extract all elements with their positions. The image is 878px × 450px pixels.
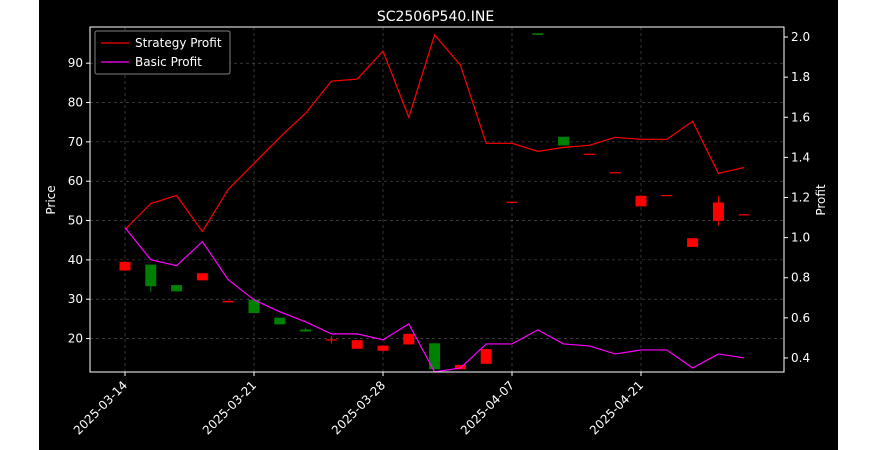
legend: Strategy Profit Basic Profit	[94, 30, 231, 75]
candle-body	[635, 195, 647, 207]
candle-body	[403, 333, 415, 345]
strategy-profit-line	[124, 33, 745, 233]
candle-body	[712, 202, 724, 221]
candle-body	[119, 261, 131, 271]
x-tick-label: 2025-04-21	[587, 378, 646, 437]
candle-body	[609, 172, 621, 174]
y-axis-left-label: Price	[44, 185, 58, 214]
y-tick-label-left: 70	[68, 135, 83, 149]
candle-body	[325, 339, 337, 341]
candle-body	[687, 238, 699, 247]
candle-body	[274, 317, 286, 325]
candle-body	[429, 343, 441, 370]
y-tick-label-right: 1.0	[791, 231, 810, 245]
candle-body	[506, 201, 518, 203]
y-tick-label-right: 0.8	[791, 271, 810, 285]
candle-body	[583, 153, 595, 155]
candle-body	[145, 264, 157, 287]
candle-body	[558, 136, 570, 146]
y-tick-label-left: 50	[68, 214, 83, 228]
x-tick-label: 2025-03-21	[200, 378, 259, 437]
candle-body	[377, 345, 389, 351]
legend-box	[94, 30, 231, 75]
candles	[119, 33, 750, 370]
candle-body	[196, 273, 208, 281]
candle-body	[480, 349, 492, 364]
candle-body	[661, 194, 673, 197]
y-tick-label-left: 60	[68, 174, 83, 188]
y-tick-label-right: 0.4	[791, 351, 810, 365]
candle-body	[300, 329, 312, 332]
y-tick-label-left: 30	[68, 292, 83, 306]
candle-body	[222, 300, 234, 303]
candle-body	[532, 33, 544, 35]
y-axis-right: 0.4 0.6 0.8 1.0 1.2 1.4 1.6 1.8 2.0	[784, 30, 810, 365]
y-tick-label-right: 2.0	[791, 30, 810, 44]
legend-label-basic: Basic Profit	[135, 55, 202, 69]
x-tick-label: 2025-03-14	[71, 378, 130, 437]
y-tick-label-right: 0.6	[791, 311, 810, 325]
y-tick-label-left: 20	[68, 332, 83, 346]
chart-figure: SC2506P540.INE 20 30 40 50 60 70 80 90 0.4 0.6 0.…	[39, 0, 838, 450]
legend-label-strategy: Strategy Profit	[135, 36, 222, 50]
y-tick-label-left: 90	[68, 56, 83, 70]
profit-lines	[124, 33, 745, 373]
y-tick-label-left: 40	[68, 253, 83, 267]
candle-body	[248, 299, 260, 313]
candle-body	[454, 364, 466, 370]
y-tick-label-right: 1.2	[791, 190, 810, 204]
x-tick-label: 2025-03-28	[329, 378, 388, 437]
y-tick-label-right: 1.6	[791, 110, 810, 124]
candle-body	[171, 285, 183, 292]
plot-area	[89, 26, 785, 373]
chart-title: SC2506P540.INE	[377, 9, 494, 25]
y-axis-left: 20 30 40 50 60 70 80 90	[68, 56, 90, 346]
y-axis-right-label: Profit	[814, 184, 828, 216]
y-tick-label-left: 80	[68, 96, 83, 110]
candle-body	[738, 214, 750, 216]
x-axis: 2025-03-14 2025-03-21 2025-03-28 2025-04-07…	[71, 372, 646, 437]
y-tick-label-right: 1.8	[791, 70, 810, 84]
x-tick-label: 2025-04-07	[458, 378, 517, 437]
grid	[90, 27, 784, 372]
candle-body	[351, 340, 363, 349]
y-tick-label-right: 1.4	[791, 150, 810, 164]
